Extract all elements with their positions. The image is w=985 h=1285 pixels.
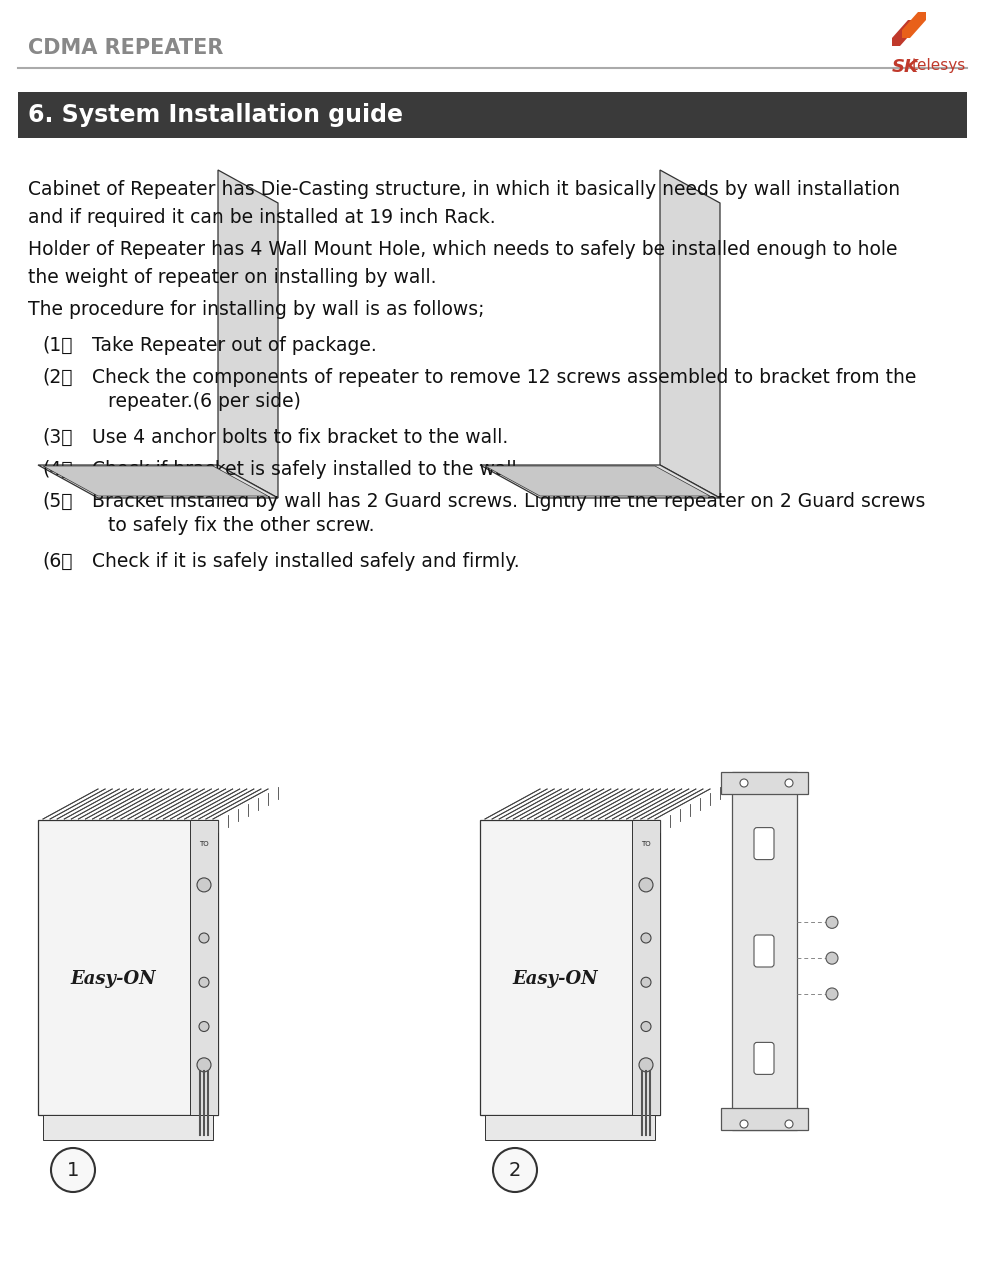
Text: Take Repeater out of package.: Take Repeater out of package. bbox=[92, 335, 376, 355]
Circle shape bbox=[199, 933, 209, 943]
FancyBboxPatch shape bbox=[721, 1108, 808, 1130]
Circle shape bbox=[51, 1148, 95, 1192]
Text: Check the components of repeater to remove 12 screws assembled to bracket from t: Check the components of repeater to remo… bbox=[92, 368, 916, 387]
Text: CDMA REPEATER: CDMA REPEATER bbox=[28, 39, 224, 58]
Text: and if required it can be installed at 19 inch Rack.: and if required it can be installed at 1… bbox=[28, 208, 495, 227]
Text: the weight of repeater on installing by wall.: the weight of repeater on installing by … bbox=[28, 269, 436, 287]
Text: Check if bracket is safely installed to the wall.: Check if bracket is safely installed to … bbox=[92, 460, 522, 479]
Circle shape bbox=[641, 1022, 651, 1032]
Text: Easy-ON: Easy-ON bbox=[513, 970, 599, 988]
Circle shape bbox=[641, 933, 651, 943]
Circle shape bbox=[197, 878, 211, 892]
Text: Bracket installed by wall has 2 Guard screws. Lightly life the repeater on 2 Gua: Bracket installed by wall has 2 Guard sc… bbox=[92, 492, 925, 511]
Text: 1: 1 bbox=[67, 1160, 79, 1180]
Polygon shape bbox=[892, 21, 916, 46]
Circle shape bbox=[785, 779, 793, 786]
Circle shape bbox=[199, 978, 209, 987]
Text: TO: TO bbox=[641, 840, 651, 847]
FancyBboxPatch shape bbox=[754, 1042, 774, 1074]
FancyBboxPatch shape bbox=[732, 772, 797, 1130]
Text: Holder of Repeater has 4 Wall Mount Hole, which needs to safely be installed eno: Holder of Repeater has 4 Wall Mount Hole… bbox=[28, 240, 897, 260]
FancyBboxPatch shape bbox=[480, 820, 660, 1115]
Text: (2）: (2） bbox=[42, 368, 73, 387]
Polygon shape bbox=[43, 466, 268, 496]
Text: (3）: (3） bbox=[42, 428, 73, 447]
Polygon shape bbox=[485, 466, 710, 496]
Text: 2: 2 bbox=[509, 1160, 521, 1180]
FancyBboxPatch shape bbox=[38, 820, 218, 1115]
FancyBboxPatch shape bbox=[754, 935, 774, 968]
FancyBboxPatch shape bbox=[485, 1115, 655, 1140]
Polygon shape bbox=[218, 170, 278, 499]
Circle shape bbox=[826, 952, 838, 964]
Text: (1）: (1） bbox=[42, 335, 73, 355]
FancyBboxPatch shape bbox=[754, 828, 774, 860]
Circle shape bbox=[740, 1121, 748, 1128]
Text: repeater.(6 per side): repeater.(6 per side) bbox=[108, 392, 300, 411]
FancyBboxPatch shape bbox=[18, 93, 967, 137]
FancyBboxPatch shape bbox=[190, 820, 218, 1115]
Circle shape bbox=[639, 1058, 653, 1072]
Circle shape bbox=[199, 1022, 209, 1032]
Text: Use 4 anchor bolts to fix bracket to the wall.: Use 4 anchor bolts to fix bracket to the… bbox=[92, 428, 508, 447]
Text: (4）: (4） bbox=[42, 460, 73, 479]
FancyBboxPatch shape bbox=[632, 820, 660, 1115]
Text: SK: SK bbox=[892, 58, 919, 76]
Text: telesys: telesys bbox=[912, 58, 966, 73]
Circle shape bbox=[826, 988, 838, 1000]
Text: Check if it is safely installed safely and firmly.: Check if it is safely installed safely a… bbox=[92, 553, 520, 571]
Circle shape bbox=[493, 1148, 537, 1192]
Polygon shape bbox=[480, 465, 720, 499]
Text: (5）: (5） bbox=[42, 492, 73, 511]
Text: to safely fix the other screw.: to safely fix the other screw. bbox=[108, 517, 374, 535]
Circle shape bbox=[641, 978, 651, 987]
Circle shape bbox=[740, 779, 748, 786]
FancyBboxPatch shape bbox=[721, 772, 808, 794]
Circle shape bbox=[197, 1058, 211, 1072]
Circle shape bbox=[639, 878, 653, 892]
Polygon shape bbox=[38, 465, 278, 499]
Circle shape bbox=[785, 1121, 793, 1128]
Text: (6）: (6） bbox=[42, 553, 73, 571]
Text: The procedure for installing by wall is as follows;: The procedure for installing by wall is … bbox=[28, 299, 485, 319]
Polygon shape bbox=[902, 12, 926, 39]
Text: Easy-ON: Easy-ON bbox=[71, 970, 157, 988]
FancyBboxPatch shape bbox=[43, 1115, 213, 1140]
Text: Cabinet of Repeater has Die-Casting structure, in which it basically needs by wa: Cabinet of Repeater has Die-Casting stru… bbox=[28, 180, 900, 199]
Polygon shape bbox=[660, 170, 720, 499]
Text: TO: TO bbox=[199, 840, 209, 847]
Circle shape bbox=[826, 916, 838, 928]
Text: 6. System Installation guide: 6. System Installation guide bbox=[28, 103, 403, 127]
